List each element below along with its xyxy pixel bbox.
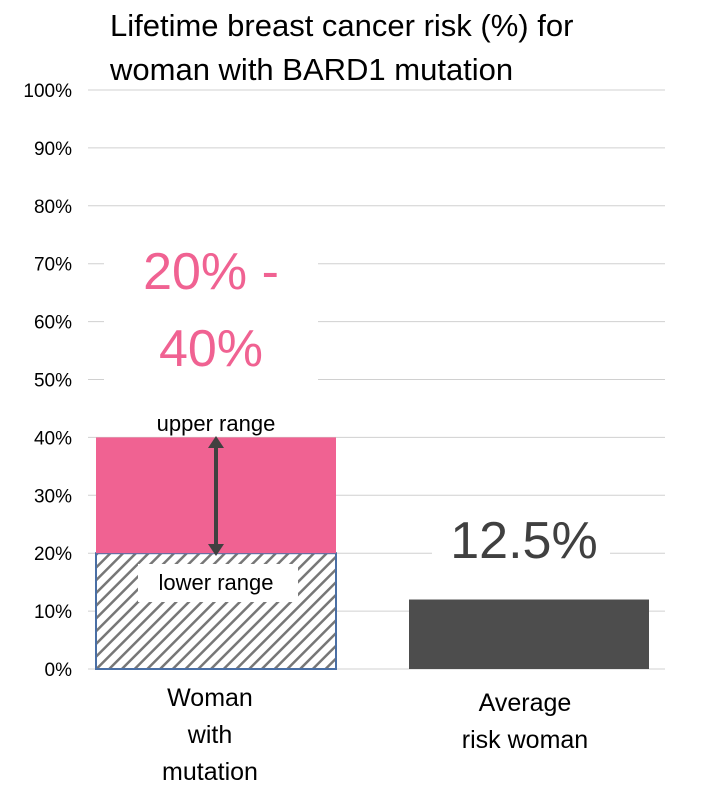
- y-tick-label-100: 100%: [23, 81, 72, 102]
- y-tick-label-10: 10%: [34, 602, 72, 623]
- category-label-1-line-1: risk woman: [462, 726, 588, 754]
- lower-range-label-backdrop: [138, 564, 298, 602]
- lower-range-label: lower range: [159, 570, 274, 595]
- mutation-value-line-1: 20% -: [143, 243, 279, 301]
- chart-title-line-2: woman with BARD1 mutation: [109, 52, 513, 87]
- bar-average: [409, 599, 649, 669]
- mutation-value-line-2: 40%: [159, 320, 263, 378]
- y-tick-label-80: 80%: [34, 197, 72, 218]
- upper-range-label: upper range: [157, 411, 276, 436]
- average-value-label: 12.5%: [450, 512, 597, 570]
- x-axis-category-labels: Woman with mutation Average risk woman: [162, 684, 588, 786]
- average-value-backdrop: [432, 500, 610, 580]
- y-tick-label-30: 30%: [34, 486, 72, 507]
- y-tick-label-20: 20%: [34, 544, 72, 565]
- chart-title-line-1: Lifetime breast cancer risk (%) for: [110, 8, 573, 43]
- y-tick-label-90: 90%: [34, 139, 72, 160]
- category-label-0-line-2: mutation: [162, 758, 258, 786]
- y-tick-label-50: 50%: [34, 371, 72, 392]
- category-label-0-line-0: Woman: [167, 684, 253, 712]
- category-label-0-line-1: with: [187, 721, 232, 749]
- range-arrow-head-down: [208, 544, 224, 556]
- y-tick-label-40: 40%: [34, 428, 72, 449]
- mutation-value-backdrop: [104, 240, 318, 380]
- y-tick-label-0: 0%: [45, 660, 73, 681]
- y-tick-label-60: 60%: [34, 313, 72, 334]
- range-arrow-head-up: [208, 436, 224, 448]
- y-axis-tick-labels: 0% 10% 20% 30% 40% 50% 60% 70% 80% 90% 100%: [23, 81, 72, 681]
- y-tick-label-70: 70%: [34, 255, 72, 276]
- category-label-1-line-0: Average: [479, 689, 572, 717]
